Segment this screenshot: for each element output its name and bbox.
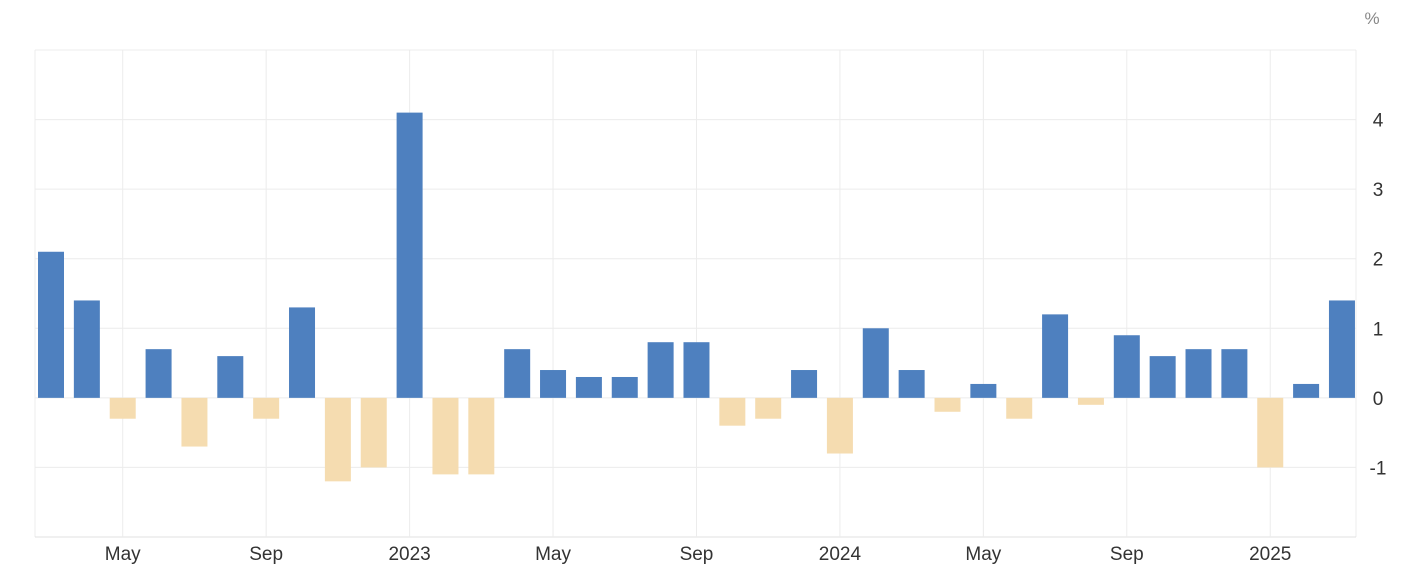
- x-tick-label: Sep: [1110, 544, 1144, 565]
- unit-label: %: [1364, 9, 1379, 28]
- bar: [647, 342, 674, 398]
- grid: [34, 49, 1357, 538]
- bar: [73, 300, 100, 398]
- y-tick-label: 0: [1373, 389, 1384, 410]
- bar: [1221, 349, 1248, 398]
- bar: [1113, 335, 1140, 398]
- bar: [109, 397, 136, 419]
- bar: [38, 251, 64, 398]
- y-tick-label: -1: [1370, 458, 1387, 479]
- bar: [145, 349, 172, 398]
- bar: [934, 397, 961, 412]
- bars: [38, 112, 1355, 482]
- x-tick-label: May: [105, 544, 141, 565]
- y-tick-label: 2: [1373, 250, 1384, 271]
- bar: [755, 397, 782, 419]
- bar: [719, 397, 746, 426]
- x-tick-label: 2023: [388, 544, 430, 565]
- bar: [1077, 397, 1104, 405]
- y-tick-label: 3: [1373, 180, 1384, 201]
- bar: [504, 349, 531, 398]
- bar: [1328, 300, 1355, 398]
- bar: [432, 397, 459, 475]
- x-tick-label: Sep: [680, 544, 714, 565]
- x-tick-label: Sep: [249, 544, 283, 565]
- bar: [862, 328, 889, 398]
- x-tick-label: May: [965, 544, 1001, 565]
- bar: [468, 397, 495, 475]
- y-tick-label: 1: [1373, 319, 1384, 340]
- bar: [826, 397, 853, 454]
- bar: [217, 356, 244, 398]
- x-tick-label: May: [535, 544, 571, 565]
- bar: [1293, 383, 1320, 398]
- bar: [1006, 397, 1033, 419]
- bar: [289, 307, 316, 398]
- bar: [360, 397, 387, 468]
- bar: [1042, 314, 1069, 398]
- x-axis: May Sep 2023 May Sep 2024 May Sep 2025: [105, 544, 1292, 565]
- y-tick-label: 4: [1373, 111, 1384, 132]
- bar: [791, 370, 818, 398]
- bar: [611, 376, 638, 398]
- x-tick-label: 2024: [819, 544, 862, 565]
- bar: [540, 370, 567, 398]
- bar: [324, 397, 351, 482]
- x-tick-label: 2025: [1249, 544, 1291, 565]
- bar: [1185, 349, 1212, 398]
- bar: [575, 376, 602, 398]
- bar: [683, 342, 710, 398]
- bar: [181, 397, 208, 447]
- bar: [396, 112, 423, 398]
- bar: [253, 397, 280, 419]
- bar: [1149, 356, 1176, 398]
- bar: [1257, 397, 1284, 468]
- y-axis: 4 3 2 1 0 -1: [1370, 111, 1387, 480]
- bar: [898, 370, 925, 398]
- bar: [970, 383, 997, 398]
